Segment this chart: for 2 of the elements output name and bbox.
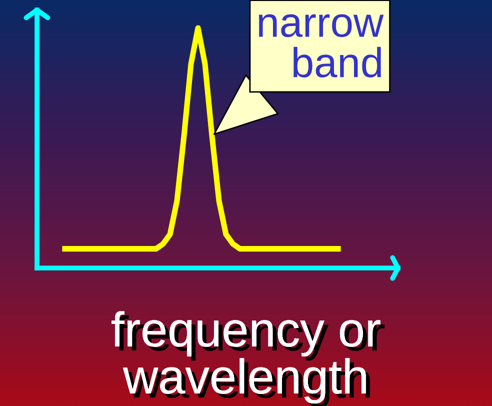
x-axis-title: frequency or wavelength (112, 311, 384, 406)
annotation: narrow band (258, 14, 384, 78)
